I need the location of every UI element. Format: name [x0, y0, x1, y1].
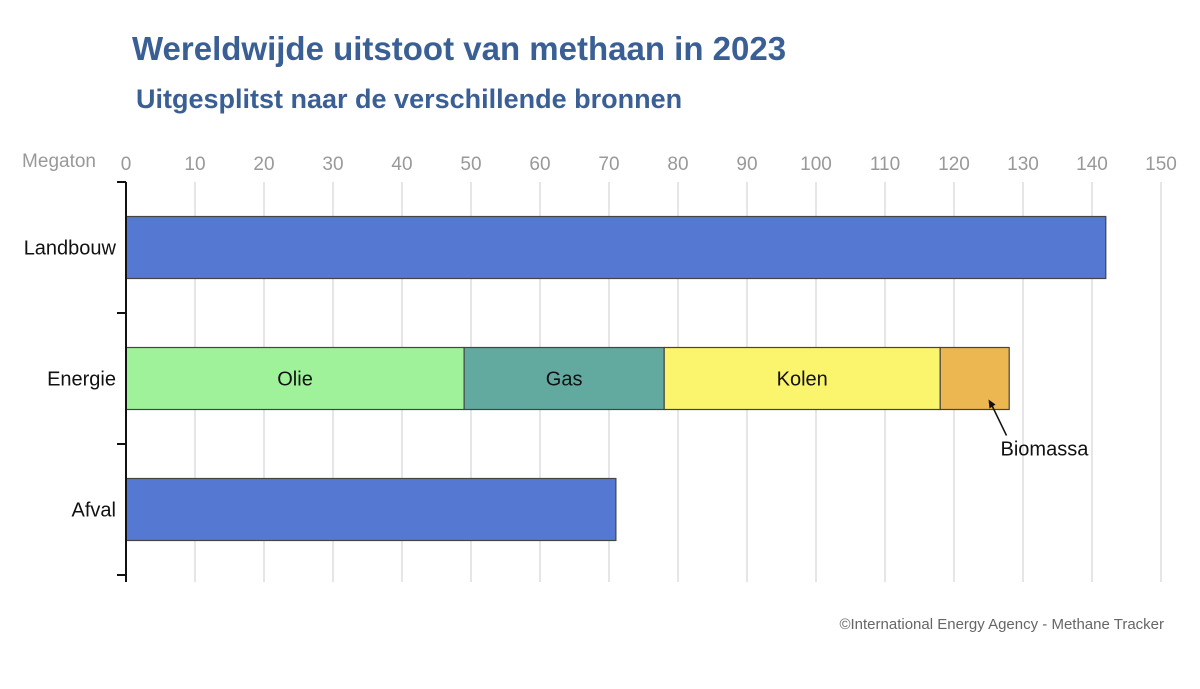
x-tick-label: 20: [253, 154, 274, 175]
segment-label: Kolen: [777, 369, 828, 391]
bar-segment: [939, 346, 1010, 411]
bar-segment: [663, 346, 941, 411]
x-tick-label: 110: [870, 154, 900, 175]
x-tick-label: 0: [121, 154, 132, 175]
annotation-label: Biomassa: [1001, 439, 1090, 461]
x-tick-label: 130: [1007, 154, 1039, 175]
x-tick-label: 70: [598, 154, 619, 175]
annotation-leader: [989, 402, 1008, 436]
x-tick-label: 150: [1145, 154, 1177, 175]
x-tick-label: 100: [800, 154, 832, 175]
x-tick-label: 50: [460, 154, 481, 175]
chart-subtitle: Uitgesplitst naar de verschillende bronn…: [136, 84, 683, 114]
x-tick-label: 60: [529, 154, 550, 175]
x-tick-label: 90: [736, 154, 757, 175]
annotation-arrowhead: [988, 399, 996, 409]
x-axis-label: Megaton: [22, 151, 96, 172]
x-tick-label: 120: [938, 154, 970, 175]
x-tick-label: 80: [667, 154, 688, 175]
category-label: Energie: [47, 369, 116, 391]
segment-label: Olie: [277, 369, 313, 391]
bar-segment: [125, 215, 1107, 280]
x-tick-label: 140: [1076, 154, 1108, 175]
segment-label: Gas: [546, 369, 583, 391]
source-credit: ©International Energy Agency - Methane T…: [839, 616, 1164, 633]
category-label: Landbouw: [24, 238, 117, 260]
x-tick-label: 10: [184, 154, 205, 175]
category-label: Afval: [72, 500, 116, 522]
bar-segment: [125, 477, 617, 542]
x-tick-label: 30: [322, 154, 343, 175]
x-tick-label: 40: [391, 154, 412, 175]
chart-title: Wereldwijde uitstoot van methaan in 2023: [132, 30, 787, 67]
